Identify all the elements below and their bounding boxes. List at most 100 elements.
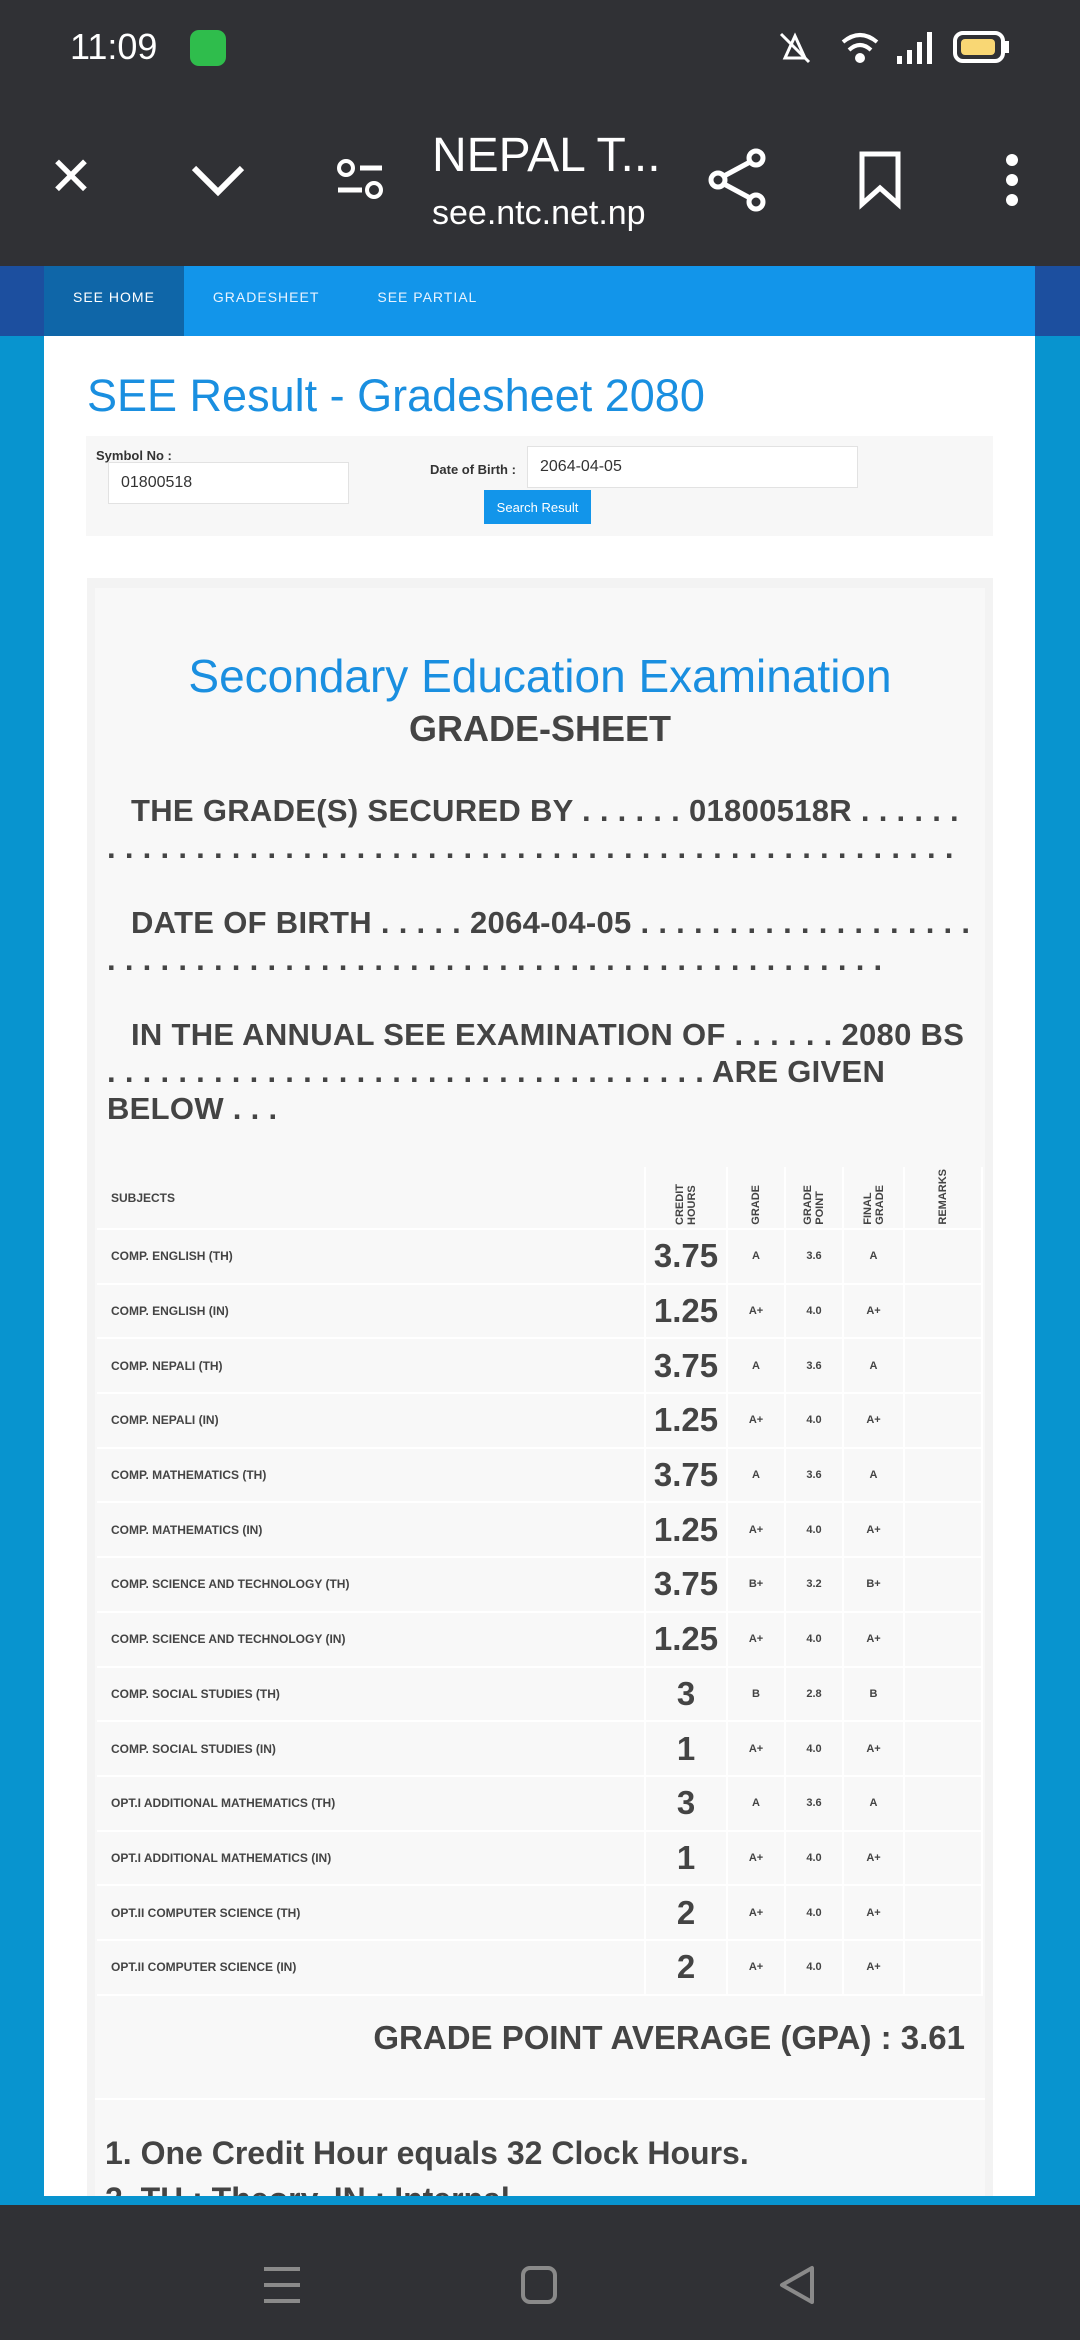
cell-subject: COMP. SOCIAL STUDIES (TH) xyxy=(97,1666,646,1723)
share-icon[interactable] xyxy=(708,148,768,212)
cell-remarks xyxy=(904,1939,983,1996)
cell-subject: COMP. SCIENCE AND TECHNOLOGY (IN) xyxy=(97,1611,646,1668)
back-icon[interactable] xyxy=(778,2265,818,2305)
table-header: SUBJECTS CREDIT HOURS GRADE GRADE POINT … xyxy=(97,1167,983,1230)
gradesheet: Secondary Education Examination GRADE-SH… xyxy=(87,578,993,2196)
divider xyxy=(95,2097,985,2100)
cell-grade: B+ xyxy=(727,1557,786,1613)
cell-final-grade: A+ xyxy=(843,1502,905,1559)
secured-by-line: THE GRADE(S) SECURED BY . . . . . . 0180… xyxy=(107,793,959,865)
cell-subject: COMP. MATHEMATICS (TH) xyxy=(97,1447,646,1504)
cell-final-grade: B xyxy=(843,1666,905,1723)
cell-subject: COMP. SOCIAL STUDIES (IN) xyxy=(97,1721,646,1777)
cell-grade: A+ xyxy=(727,1885,786,1941)
home-icon[interactable] xyxy=(520,2265,560,2305)
status-bar: 11:09 xyxy=(0,0,1080,100)
cell-grade-point: 3.6 xyxy=(785,1229,844,1285)
cell-subject: COMP. MATHEMATICS (IN) xyxy=(97,1502,646,1559)
dob-line: DATE OF BIRTH . . . . . 2064-04-05 . . .… xyxy=(107,905,971,977)
page-url[interactable]: see.ntc.net.np xyxy=(432,194,646,232)
cell-remarks xyxy=(904,1721,983,1777)
cell-subject: COMP. ENGLISH (TH) xyxy=(97,1229,646,1285)
page-title: SEE Result - Gradesheet 2080 xyxy=(87,370,705,421)
cell-grade: A+ xyxy=(727,1611,786,1668)
cell-credit-hours: 1.25 xyxy=(645,1393,728,1449)
signal-icon xyxy=(897,32,932,64)
browser-toolbar: ✕ NEPAL T... see.ntc.net.np xyxy=(0,100,1080,266)
cell-grade: A+ xyxy=(727,1283,786,1340)
cell-credit-hours: 3.75 xyxy=(645,1557,728,1613)
table-row: OPT.I ADDITIONAL MATHEMATICS (IN) 1 A+ 4.0 A… xyxy=(97,1830,983,1887)
cell-subject: COMP. NEPALI (IN) xyxy=(97,1393,646,1449)
chevron-down-icon[interactable] xyxy=(190,162,246,198)
cell-grade-point: 4.0 xyxy=(785,1939,844,1996)
cell-final-grade: A+ xyxy=(843,1393,905,1449)
cell-grade-point: 3.2 xyxy=(785,1557,844,1613)
table-row: OPT.II COMPUTER SCIENCE (IN) 2 A+ 4.0 A+ xyxy=(97,1939,983,1996)
nav-see-home[interactable]: SEE HOME xyxy=(44,266,184,336)
grades-table: SUBJECTS CREDIT HOURS GRADE GRADE POINT … xyxy=(97,1167,983,1996)
cell-credit-hours: 1 xyxy=(645,1721,728,1777)
cell-grade: A+ xyxy=(727,1721,786,1777)
cell-final-grade: A xyxy=(843,1775,905,1832)
cell-remarks xyxy=(904,1775,983,1832)
gradesheet-heading: GRADE-SHEET xyxy=(408,708,672,749)
cell-final-grade: B+ xyxy=(843,1557,905,1613)
cell-final-grade: A+ xyxy=(843,1283,905,1340)
cell-grade-point: 4.0 xyxy=(785,1283,844,1340)
table-row: COMP. MATHEMATICS (TH) 3.75 A 3.6 A xyxy=(97,1447,983,1504)
cell-final-grade: A+ xyxy=(843,1939,905,1996)
cell-credit-hours: 1.25 xyxy=(645,1502,728,1559)
cell-grade: A xyxy=(727,1338,786,1395)
notes: 1. One Credit Hour equals 32 Clock Hours… xyxy=(95,2130,985,2196)
clock: 11:09 xyxy=(70,26,158,67)
cell-credit-hours: 1 xyxy=(645,1830,728,1887)
col-label: REMARKS xyxy=(937,1169,949,1225)
nav-gradesheet[interactable]: GRADESHEET xyxy=(212,289,320,305)
recents-icon[interactable] xyxy=(262,2265,302,2305)
nav-see-partial[interactable]: SEE PARTIAL xyxy=(377,289,478,305)
cell-subject: COMP. NEPALI (TH) xyxy=(97,1338,646,1395)
col-grade: GRADE xyxy=(727,1167,786,1230)
cell-grade-point: 4.0 xyxy=(785,1885,844,1941)
table-row: COMP. ENGLISH (IN) 1.25 A+ 4.0 A+ xyxy=(97,1283,983,1340)
table-row: OPT.I ADDITIONAL MATHEMATICS (TH) 3 A 3.6 A xyxy=(97,1775,983,1832)
cell-grade: A xyxy=(727,1775,786,1832)
col-label: GRADE xyxy=(750,1185,762,1225)
bookmark-icon[interactable] xyxy=(858,150,904,210)
symbol-label: Symbol No : xyxy=(96,448,172,463)
gpa: GRADE POINT AVERAGE (GPA) : 3.61 xyxy=(373,2018,965,2056)
system-nav-bar xyxy=(0,2205,1080,2340)
cell-final-grade: A+ xyxy=(843,1721,905,1777)
note: 2. TH : Theory, IN : Internal xyxy=(105,2176,985,2196)
cell-grade-point: 4.0 xyxy=(785,1830,844,1887)
cell-grade-point: 3.6 xyxy=(785,1338,844,1395)
cell-grade-point: 4.0 xyxy=(785,1393,844,1449)
exam-line: IN THE ANNUAL SEE EXAMINATION OF . . . .… xyxy=(107,1017,965,1089)
vibrate-mute-icon xyxy=(779,32,811,64)
col-subjects: SUBJECTS xyxy=(97,1167,646,1230)
site-settings-icon[interactable] xyxy=(336,158,386,202)
secured-by-block: THE GRADE(S) SECURED BY . . . . . . 0180… xyxy=(107,792,973,866)
cell-grade: A+ xyxy=(727,1939,786,1996)
cell-credit-hours: 3 xyxy=(645,1666,728,1723)
dots-line: . . . . . . . . . . . . . . . . . . . . … xyxy=(124,942,883,977)
close-icon[interactable]: ✕ xyxy=(48,147,94,207)
cell-remarks xyxy=(904,1283,983,1340)
cell-subject: OPT.I ADDITIONAL MATHEMATICS (TH) xyxy=(97,1775,646,1832)
cell-final-grade: A+ xyxy=(843,1830,905,1887)
col-credit-hours: CREDIT HOURS xyxy=(645,1167,728,1230)
dob-input[interactable]: 2064-04-05 xyxy=(527,446,858,488)
more-vert-icon[interactable] xyxy=(998,152,1026,208)
cell-credit-hours: 3.75 xyxy=(645,1338,728,1395)
search-result-button[interactable]: Search Result xyxy=(484,490,591,524)
cell-credit-hours: 1.25 xyxy=(645,1611,728,1668)
dob-label: Date of Birth : xyxy=(430,462,516,477)
dob-block: DATE OF BIRTH . . . . . 2064-04-05 . . .… xyxy=(107,904,973,978)
table-row: COMP. NEPALI (IN) 1.25 A+ 4.0 A+ xyxy=(97,1393,983,1449)
cell-subject: COMP. ENGLISH (IN) xyxy=(97,1283,646,1340)
content-card: SEE Result - Gradesheet 2080 Symbol No :… xyxy=(44,336,1035,2196)
symbol-input[interactable]: 01800518 xyxy=(108,462,349,504)
dots-line: . xyxy=(268,1091,278,1126)
search-form: Symbol No : 01800518 Date of Birth : 206… xyxy=(86,436,993,536)
